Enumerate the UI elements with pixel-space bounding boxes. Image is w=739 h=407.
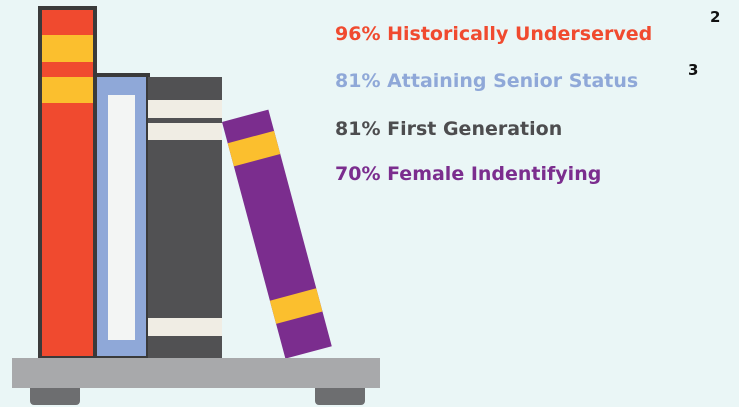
book-band [148,123,222,140]
book-label [108,95,135,340]
infographic: 96% Historically Underserved 2 81% Attai… [0,0,739,407]
footnote: 3 [688,61,698,79]
book-band [148,318,222,336]
stat-text: 96% Historically Underserved [335,23,652,45]
shelf [12,358,380,388]
page: 96% Historically Underserved 2 81% Attai… [0,0,739,407]
stat-text: 81% Attaining Senior Status [335,70,638,92]
book-gray [148,77,222,358]
book-band [42,77,93,103]
stat-text: 81% First Generation [335,118,562,140]
book-band [42,35,93,62]
stat-text: 70% Female Indentifying [335,163,601,185]
book-band [148,100,222,118]
footnote: 2 [710,8,720,26]
